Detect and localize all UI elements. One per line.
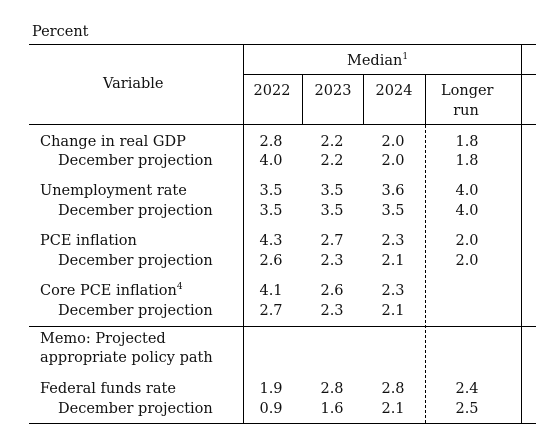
- median-label: Median: [347, 53, 403, 69]
- cell-value: 1.6: [320, 401, 344, 417]
- cell-value: 2.2: [320, 134, 344, 150]
- memo-line-2: appropriate policy path: [40, 350, 213, 366]
- cell-value: 3.5: [381, 203, 405, 219]
- cell-value: 2.6: [320, 283, 344, 299]
- row-label-text: Change in real GDP: [40, 134, 186, 150]
- cell-value: 2.3: [320, 253, 344, 269]
- row-label: December projection: [58, 254, 213, 269]
- row-label: Federal funds rate: [40, 382, 176, 397]
- row-label: December projection: [58, 154, 213, 169]
- cell-value: 2.7: [259, 303, 283, 319]
- year-divider-1: [302, 74, 303, 124]
- row-label-text: December projection: [58, 203, 213, 219]
- cell-value: 4.0: [455, 183, 479, 199]
- row-label: December projection: [58, 204, 213, 219]
- year-divider-3: [425, 74, 426, 124]
- row-label: PCE inflation: [40, 234, 137, 249]
- row-label-text: December projection: [58, 401, 213, 417]
- cell-value: 1.8: [455, 153, 479, 169]
- cell-value: 3.5: [259, 183, 283, 199]
- cell-value: 2.3: [381, 233, 405, 249]
- bottom-rule: [29, 423, 536, 424]
- cell-value: 2.8: [259, 134, 283, 150]
- longer-run-header: Longer: [441, 83, 494, 99]
- cell-value: 3.6: [381, 183, 405, 199]
- median-header: Median1: [347, 52, 409, 69]
- row-label-text: December projection: [58, 253, 213, 269]
- cell-value: 0.9: [259, 401, 283, 417]
- cell-value: 2.6: [259, 253, 283, 269]
- cell-value: 3.5: [320, 183, 344, 199]
- memo-line-1: Memo: Projected: [40, 331, 166, 347]
- row-label-text: December projection: [58, 153, 213, 169]
- row-label: Core PCE inflation4: [40, 282, 183, 299]
- year-header-2022: 2022: [253, 83, 291, 99]
- row-footnote: 4: [176, 282, 183, 292]
- cell-value: 2.5: [455, 401, 479, 417]
- cell-value: 1.8: [455, 134, 479, 150]
- row-label-text: Core PCE inflation: [40, 283, 177, 299]
- cell-value: 2.2: [320, 153, 344, 169]
- cell-value: 4.0: [455, 203, 479, 219]
- cell-value: 2.8: [320, 381, 344, 397]
- row-label: December projection: [58, 402, 213, 417]
- row-label: December projection: [58, 304, 213, 319]
- cell-value: 2.8: [381, 381, 405, 397]
- cell-value: 2.3: [381, 283, 405, 299]
- cell-value: 2.0: [381, 134, 405, 150]
- variable-header: Variable: [103, 76, 164, 92]
- longer-run-dashed-divider: [425, 125, 426, 423]
- year-header-2023: 2023: [314, 83, 352, 99]
- cell-value: 2.1: [381, 303, 405, 319]
- cell-value: 4.0: [259, 153, 283, 169]
- cell-value: 2.1: [381, 401, 405, 417]
- row-label: Unemployment rate: [40, 184, 187, 199]
- cell-value: 3.5: [259, 203, 283, 219]
- cell-value: 1.9: [259, 381, 283, 397]
- row-label-text: Federal funds rate: [40, 381, 176, 397]
- variable-divider: [243, 44, 244, 424]
- median-rule: [243, 74, 536, 75]
- cell-value: 2.1: [381, 253, 405, 269]
- cell-value: 2.4: [455, 381, 479, 397]
- top-rule: [29, 44, 536, 45]
- right-divider: [521, 44, 522, 424]
- year-header-2024: 2024: [375, 83, 413, 99]
- cell-value: 2.0: [455, 253, 479, 269]
- year-divider-2: [363, 74, 364, 124]
- header-bottom-rule: [29, 124, 536, 125]
- memo-rule: [29, 326, 536, 327]
- cell-value: 3.5: [320, 203, 344, 219]
- cell-value: 2.0: [455, 233, 479, 249]
- row-label-text: PCE inflation: [40, 233, 137, 249]
- row-label: Change in real GDP: [40, 135, 186, 150]
- row-label-text: Unemployment rate: [40, 183, 187, 199]
- cell-value: 4.3: [259, 233, 283, 249]
- cell-value: 2.0: [381, 153, 405, 169]
- table-caption: Percent: [32, 24, 89, 40]
- median-footnote: 1: [402, 52, 409, 62]
- cell-value: 2.3: [320, 303, 344, 319]
- longer-run-header-line2: run: [453, 103, 479, 119]
- cell-value: 2.7: [320, 233, 344, 249]
- cell-value: 4.1: [259, 283, 283, 299]
- row-label-text: December projection: [58, 303, 213, 319]
